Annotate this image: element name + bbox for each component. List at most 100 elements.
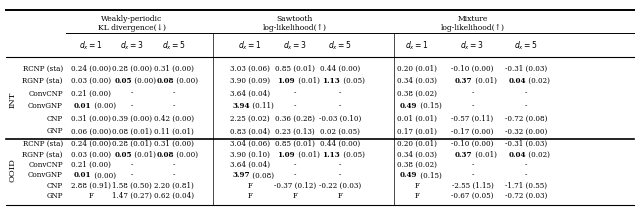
Text: -: - bbox=[131, 161, 133, 169]
Text: -: - bbox=[471, 171, 474, 179]
Text: -0.57 (0.11): -0.57 (0.11) bbox=[451, 115, 493, 123]
Text: (0.11): (0.11) bbox=[250, 102, 274, 110]
Text: 1.58 (0.50): 1.58 (0.50) bbox=[112, 182, 152, 190]
Text: ConvCNP: ConvCNP bbox=[28, 161, 63, 169]
Text: 0.34 (0.03): 0.34 (0.03) bbox=[397, 77, 437, 85]
Text: -: - bbox=[173, 90, 175, 98]
Text: 1.09: 1.09 bbox=[277, 151, 295, 159]
Text: -: - bbox=[294, 102, 296, 110]
Text: 0.23 (0.13): 0.23 (0.13) bbox=[275, 127, 315, 135]
Text: -0.03 (0.10): -0.03 (0.10) bbox=[319, 115, 361, 123]
Text: -: - bbox=[339, 90, 341, 98]
Text: (0.05): (0.05) bbox=[340, 151, 365, 159]
Text: (0.15): (0.15) bbox=[418, 171, 442, 179]
Text: 0.28 (0.00): 0.28 (0.00) bbox=[112, 65, 152, 73]
Text: -0.72 (0.08): -0.72 (0.08) bbox=[504, 115, 547, 123]
Text: 0.20 (0.01): 0.20 (0.01) bbox=[397, 140, 437, 148]
Text: 0.85 (0.01): 0.85 (0.01) bbox=[275, 140, 315, 148]
Text: -: - bbox=[339, 161, 341, 169]
Text: (0.01): (0.01) bbox=[132, 151, 156, 159]
Text: 2.25 (0.02): 2.25 (0.02) bbox=[230, 115, 269, 123]
Text: ConvGNP: ConvGNP bbox=[28, 171, 63, 179]
Text: 0.20 (0.01): 0.20 (0.01) bbox=[397, 65, 437, 73]
Text: 0.42 (0.00): 0.42 (0.00) bbox=[154, 115, 194, 123]
Text: 0.44 (0.00): 0.44 (0.00) bbox=[320, 65, 360, 73]
Text: 0.31 (0.00): 0.31 (0.00) bbox=[154, 65, 194, 73]
Text: (0.00): (0.00) bbox=[175, 77, 198, 85]
Text: 0.39 (0.00): 0.39 (0.00) bbox=[112, 115, 152, 123]
Text: 1.13: 1.13 bbox=[323, 77, 340, 85]
Text: (0.00): (0.00) bbox=[175, 151, 198, 159]
Text: -0.67 (0.05): -0.67 (0.05) bbox=[451, 192, 493, 200]
Text: -0.72 (0.03): -0.72 (0.03) bbox=[504, 192, 547, 200]
Text: 3.90 (0.10): 3.90 (0.10) bbox=[230, 151, 269, 159]
Text: -: - bbox=[525, 171, 527, 179]
Text: 0.62 (0.04): 0.62 (0.04) bbox=[154, 192, 194, 200]
Text: RCNP (sta): RCNP (sta) bbox=[23, 140, 63, 148]
Text: 0.04: 0.04 bbox=[508, 151, 525, 159]
Text: RGNP (sta): RGNP (sta) bbox=[22, 151, 63, 159]
Text: 0.06 (0.00): 0.06 (0.00) bbox=[71, 127, 111, 135]
Text: OOID: OOID bbox=[9, 158, 17, 182]
Text: $d_x = 5$: $d_x = 5$ bbox=[328, 39, 352, 51]
Text: -0.31 (0.03): -0.31 (0.03) bbox=[505, 65, 547, 73]
Text: -: - bbox=[131, 90, 133, 98]
Text: log-likelihood(↑): log-likelihood(↑) bbox=[263, 24, 327, 32]
Text: log-likelihood(↑): log-likelihood(↑) bbox=[440, 24, 504, 32]
Text: 0.38 (0.02): 0.38 (0.02) bbox=[397, 90, 437, 98]
Text: (0.00): (0.00) bbox=[92, 102, 116, 110]
Text: (0.00): (0.00) bbox=[92, 171, 116, 179]
Text: GNP: GNP bbox=[46, 127, 63, 135]
Text: 0.83 (0.04): 0.83 (0.04) bbox=[230, 127, 269, 135]
Text: 1.09: 1.09 bbox=[277, 77, 295, 85]
Text: -: - bbox=[525, 161, 527, 169]
Text: 0.08: 0.08 bbox=[156, 77, 174, 85]
Text: -: - bbox=[173, 161, 175, 169]
Text: 0.24 (0.00): 0.24 (0.00) bbox=[71, 65, 111, 73]
Text: 0.03 (0.00): 0.03 (0.00) bbox=[71, 151, 111, 159]
Text: 0.31 (0.00): 0.31 (0.00) bbox=[71, 115, 111, 123]
Text: F: F bbox=[247, 182, 252, 190]
Text: -0.10 (0.00): -0.10 (0.00) bbox=[451, 65, 493, 73]
Text: RGNP (sta): RGNP (sta) bbox=[22, 77, 63, 85]
Text: 1.47 (0.27): 1.47 (0.27) bbox=[112, 192, 152, 200]
Text: $d_x = 3$: $d_x = 3$ bbox=[283, 39, 307, 51]
Text: -: - bbox=[471, 161, 474, 169]
Text: -: - bbox=[173, 102, 175, 110]
Text: Weakly-periodic: Weakly-periodic bbox=[101, 15, 163, 23]
Text: 0.01: 0.01 bbox=[74, 171, 91, 179]
Text: $d_x = 3$: $d_x = 3$ bbox=[461, 39, 484, 51]
Text: (0.02): (0.02) bbox=[526, 151, 550, 159]
Text: (0.15): (0.15) bbox=[418, 102, 442, 110]
Text: 3.03 (0.06): 3.03 (0.06) bbox=[230, 65, 269, 73]
Text: 0.49: 0.49 bbox=[400, 102, 417, 110]
Text: -: - bbox=[173, 171, 175, 179]
Text: F: F bbox=[415, 192, 420, 200]
Text: 0.17 (0.01): 0.17 (0.01) bbox=[397, 127, 437, 135]
Text: -: - bbox=[339, 171, 341, 179]
Text: -: - bbox=[131, 102, 133, 110]
Text: Mixture: Mixture bbox=[457, 15, 488, 23]
Text: $d_x = 1$: $d_x = 1$ bbox=[238, 39, 262, 51]
Text: 0.38 (0.02): 0.38 (0.02) bbox=[397, 161, 437, 169]
Text: F: F bbox=[292, 192, 298, 200]
Text: 3.94: 3.94 bbox=[232, 102, 250, 110]
Text: 3.97: 3.97 bbox=[232, 171, 250, 179]
Text: (0.01): (0.01) bbox=[296, 77, 319, 85]
Text: (0.01): (0.01) bbox=[473, 151, 497, 159]
Text: 0.31 (0.00): 0.31 (0.00) bbox=[154, 140, 194, 148]
Text: 0.24 (0.00): 0.24 (0.00) bbox=[71, 140, 111, 148]
Text: F: F bbox=[88, 192, 93, 200]
Text: -0.17 (0.00): -0.17 (0.00) bbox=[451, 127, 493, 135]
Text: ConvGNP: ConvGNP bbox=[28, 102, 63, 110]
Text: 3.64 (0.04): 3.64 (0.04) bbox=[230, 161, 269, 169]
Text: (0.05): (0.05) bbox=[340, 77, 365, 85]
Text: 0.49: 0.49 bbox=[400, 171, 417, 179]
Text: -: - bbox=[525, 102, 527, 110]
Text: -: - bbox=[525, 90, 527, 98]
Text: -: - bbox=[131, 171, 133, 179]
Text: 0.37: 0.37 bbox=[455, 151, 472, 159]
Text: (0.08): (0.08) bbox=[250, 171, 275, 179]
Text: -0.32 (0.00): -0.32 (0.00) bbox=[504, 127, 547, 135]
Text: INT: INT bbox=[9, 92, 17, 108]
